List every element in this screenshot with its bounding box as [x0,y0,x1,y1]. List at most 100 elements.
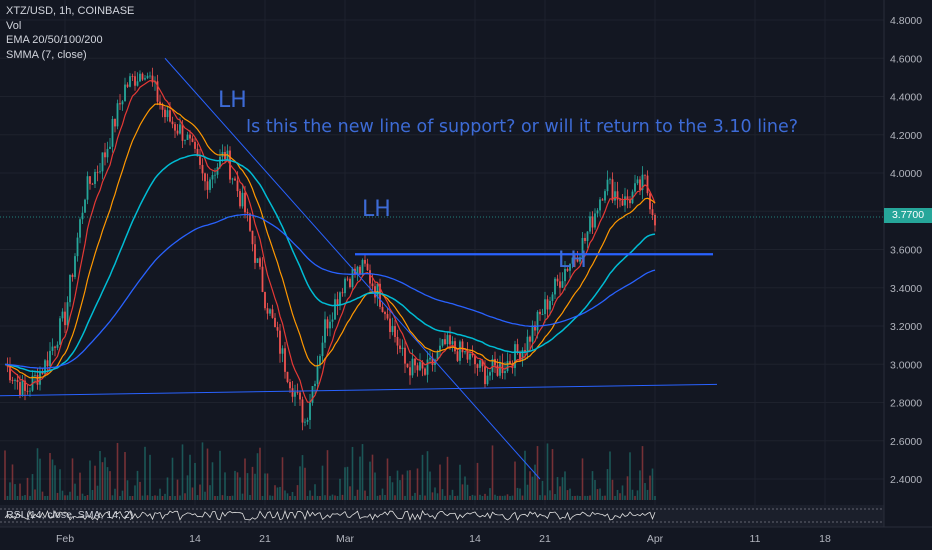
volume-bar [254,473,256,500]
candle-body [564,268,566,282]
volume-bar [614,496,616,500]
candle-body [641,174,644,191]
ema-50-line [5,154,656,373]
candle-body [494,358,496,366]
candle-body [49,350,51,367]
volume-bar [606,469,609,500]
annotation-question[interactable]: Is this the new line of support? or will… [246,117,799,137]
volume-bar [104,457,106,500]
candle-body [196,148,199,157]
volume-bar [439,464,441,500]
volume-bar [491,445,494,500]
volume-bar [204,491,206,500]
volume-bar [211,462,214,500]
candle-body [146,75,149,79]
volume-bar [16,495,19,500]
candle-body [466,351,469,360]
volume-bar [414,492,416,500]
indicator-smma[interactable]: SMMA (7, close) [6,48,87,61]
volume-bar [261,495,264,500]
candle-body [394,326,396,337]
annotation-lh-3[interactable]: LH [558,248,587,273]
candle-body [349,278,351,288]
volume-bar [314,484,316,500]
volume-bar [166,477,169,500]
volume-bar [454,495,456,500]
candle-body [231,178,234,180]
volume-bar [446,456,449,500]
volume-bar [631,489,634,500]
volume-bar [61,490,64,500]
candle-body [571,257,574,264]
candle-body [576,258,579,262]
x-tick-label: 21 [539,533,551,545]
downtrend-line [164,57,541,480]
volume-bar [351,446,354,500]
candle-body [599,199,601,211]
y-tick-label: 3.0000 [890,359,922,371]
rsi-line [4,509,656,522]
rsi-label[interactable]: RSI (14, close, SMA, 14, 2) [6,509,134,521]
volume-bar [519,488,521,500]
volume-bar [66,495,69,500]
volume-bar [549,490,551,500]
candle-body [644,174,646,176]
symbol-title[interactable]: XTZ/USD, 1h, COINBASE [6,5,135,17]
volume-bar [586,495,589,500]
candle-body [116,103,119,127]
volume-bar [86,495,89,500]
y-tick-label: 2.8000 [890,398,922,410]
y-tick-label: 4.6000 [890,53,922,65]
volume-bar [311,495,314,500]
candle-body [246,212,249,214]
volume-bar [236,472,239,500]
volume-bar [31,474,34,500]
volume-bar [219,450,221,500]
volume-bar [469,495,471,500]
volume-bar [604,495,606,500]
candle-body [69,274,71,303]
indicator-vol[interactable]: Vol [6,19,22,32]
volume-bar [334,495,336,500]
candle-body [336,299,339,306]
volume-bar [176,479,179,500]
candle-body [96,171,99,173]
volume-bar [76,495,79,500]
candle-body [176,130,179,134]
volume-bar [474,495,476,500]
volume-bar [389,476,391,500]
candle-body [289,382,291,389]
volume-bar [271,495,274,500]
support-line [0,383,718,397]
candle-body [614,191,616,201]
candle-body [551,294,554,301]
volume-bar [14,484,16,500]
candle-body [299,392,301,400]
volume-bar [571,495,574,500]
volume-bar [89,460,91,500]
candle-body [554,278,556,295]
volume-bar [434,487,436,500]
candle-body [334,299,336,320]
candle-body [486,375,489,385]
candle-body [81,212,84,220]
volume-bar [401,474,404,500]
candle-body [269,309,271,314]
candle-body [601,199,604,201]
candle-body [489,372,491,376]
volume-bar [436,493,439,500]
volume-bar [406,470,409,500]
candle-body [376,283,379,298]
volume-bars [4,442,656,500]
volume-bar [654,495,656,500]
annotation-lh-2[interactable]: LH [362,197,391,222]
candle-body [326,319,329,329]
volume-bar [476,462,479,500]
volume-bar [109,471,111,500]
indicator-ema[interactable]: EMA 20/50/100/200 [6,34,103,46]
annotation-lh-1[interactable]: LH [218,88,247,113]
volume-bar [566,490,569,500]
volume-bar [346,466,349,500]
volume-bar [179,495,181,500]
